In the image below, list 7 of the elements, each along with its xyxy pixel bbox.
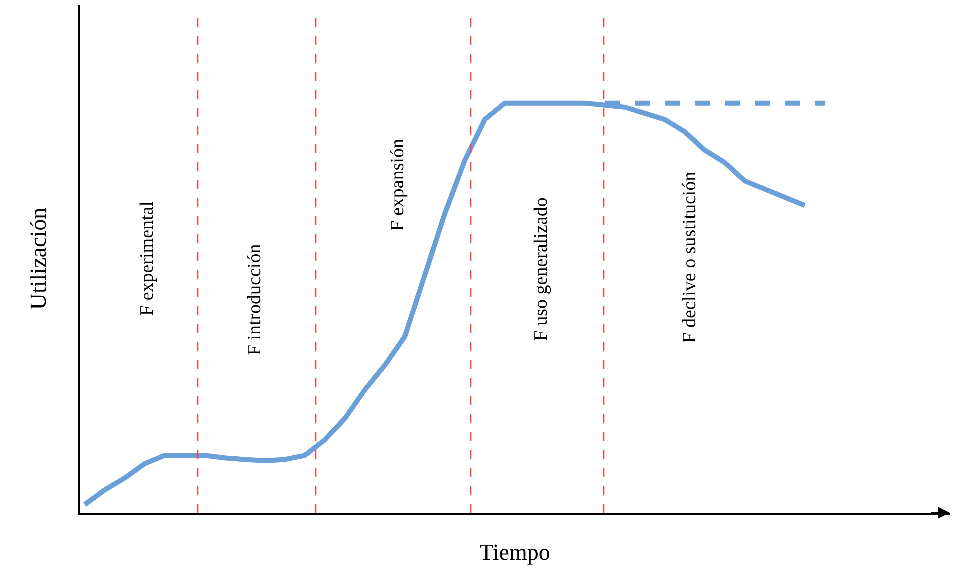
annotation: F declive o sustitución bbox=[680, 171, 701, 344]
annotation: F uso generalizado bbox=[530, 198, 552, 342]
y-axis-title: Utilización bbox=[26, 207, 51, 310]
annotation: F experimental bbox=[137, 202, 158, 316]
x-axis-title: Tiempo bbox=[480, 540, 550, 566]
annotation: F introducción bbox=[244, 244, 266, 356]
annotation: F expansión bbox=[388, 138, 409, 232]
